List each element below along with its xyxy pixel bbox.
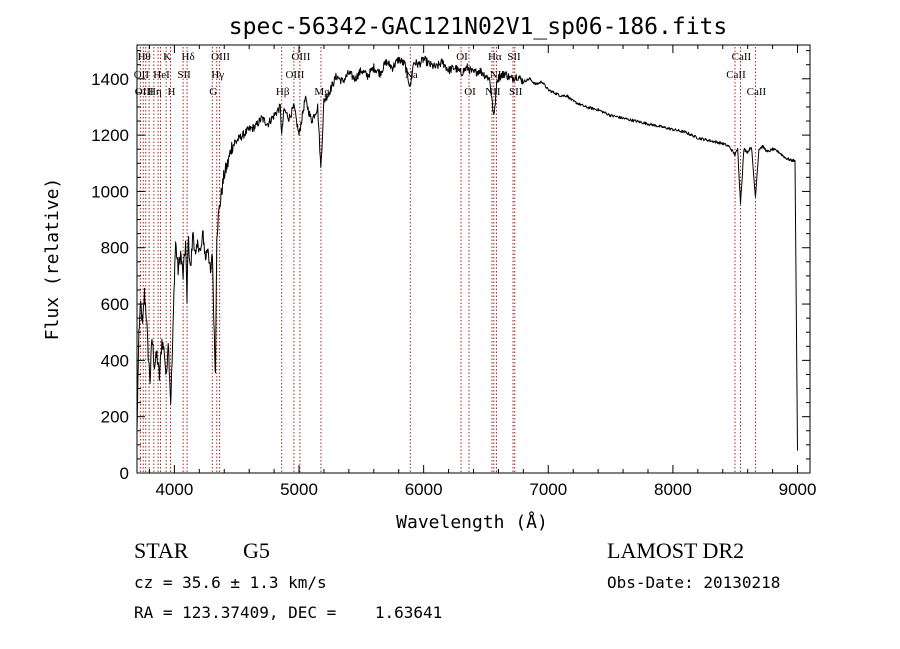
line-label: Hγ	[211, 69, 224, 81]
line-label: SII	[177, 69, 191, 81]
x-tick-label: 8000	[654, 480, 692, 499]
line-label: Hβ	[276, 86, 290, 98]
observation-date: Obs-Date: 20130218	[607, 573, 781, 592]
line-label: Hδ	[182, 51, 195, 63]
y-tick-label: 1400	[91, 70, 129, 89]
line-label: Hθ	[138, 51, 151, 63]
object-class: STAR	[134, 538, 189, 563]
x-tick-label: 5000	[280, 480, 318, 499]
x-tick-label: 4000	[155, 480, 193, 499]
line-label: K	[163, 51, 171, 63]
coordinates-readout: RA = 123.37409, DEC = 1.63641	[134, 603, 443, 622]
line-label: Hη	[148, 86, 162, 98]
axis-ticks: 4000 5000 6000 7000 8000 9000 0 200 400 600 800 100…	[91, 45, 816, 499]
line-label: OI	[464, 86, 476, 98]
survey-name: LAMOST DR2	[607, 538, 745, 563]
line-label: OIII	[135, 86, 154, 98]
line-label: SII	[509, 86, 523, 98]
line-label: OIII	[291, 51, 310, 63]
spectrum-line	[136, 55, 798, 451]
line-label: OIII	[211, 51, 230, 63]
line-label: OII	[134, 69, 150, 81]
x-tick-label: 6000	[405, 480, 443, 499]
spectrum-series	[136, 55, 798, 451]
line-label: Hα	[488, 51, 502, 63]
line-label: CaII	[732, 51, 752, 63]
emission-line-markers	[139, 47, 756, 473]
line-label: H	[168, 86, 176, 98]
y-tick-label: 200	[101, 408, 129, 427]
x-tick-label: 9000	[779, 480, 817, 499]
y-tick-label: 1200	[91, 126, 129, 145]
y-tick-label: 0	[120, 464, 129, 483]
line-label: HeI	[153, 69, 170, 81]
line-label: CaII	[747, 86, 767, 98]
line-label: G	[209, 86, 217, 98]
line-label: OI	[456, 51, 468, 63]
x-tick-label: 7000	[529, 480, 567, 499]
line-label: CaII	[726, 69, 746, 81]
y-axis-label: Flux (relative)	[42, 178, 63, 341]
line-label: SII	[507, 51, 521, 63]
line-label: OIII	[285, 69, 304, 81]
redshift-readout: cz = 35.6 ± 1.3 km/s	[134, 573, 327, 592]
x-axis-label: Wavelength (Å)	[396, 511, 548, 533]
object-subclass: G5	[243, 538, 270, 563]
y-tick-label: 400	[101, 351, 129, 370]
plot-frame	[136, 44, 811, 474]
y-tick-label: 1000	[91, 182, 129, 201]
emission-line-labels: OIIHθOIIIHηHeIKHSIIHδGHγOIIIHβOIIIOIIIMg…	[134, 51, 767, 98]
chart-title: spec-56342-GAC121N02V1_sp06-186.fits	[229, 14, 728, 40]
y-tick-label: 600	[101, 295, 129, 314]
line-label: NII	[485, 86, 501, 98]
y-tick-label: 800	[101, 239, 129, 258]
